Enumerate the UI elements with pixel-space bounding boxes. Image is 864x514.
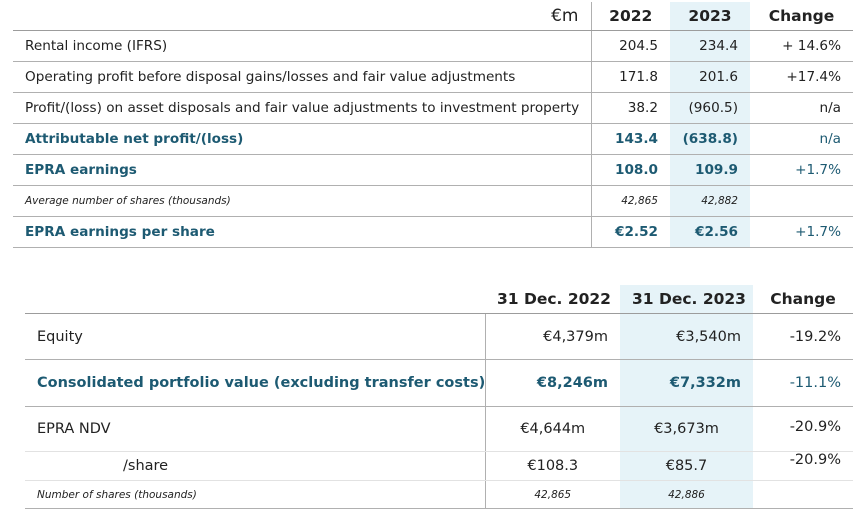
col-2022: 31 Dec. 2022 bbox=[485, 285, 620, 314]
value-2022: 143.4 bbox=[590, 123, 670, 155]
table-row: Equity €4,379m €3,540m -19.2% bbox=[25, 313, 853, 360]
value-change: -19.2% bbox=[753, 313, 853, 360]
value-2023: €3,540m bbox=[620, 313, 753, 360]
value-change: -11.1% bbox=[753, 359, 853, 407]
value-2023: 109.9 bbox=[670, 154, 750, 186]
value-2023: 42,882 bbox=[670, 185, 750, 217]
row-label: EPRA NDV bbox=[25, 406, 485, 452]
value-change: +1.7% bbox=[750, 216, 853, 248]
balance-table: 31 Dec. 2022 31 Dec. 2023 Change Equity … bbox=[25, 285, 853, 509]
row-label: Operating profit before disposal gains/l… bbox=[13, 61, 591, 93]
value-2023: €7,332m bbox=[620, 359, 753, 407]
table-row: EPRA earnings per share €2.52 €2.56 +1.7… bbox=[13, 216, 853, 248]
value-2023: 42,886 bbox=[620, 480, 753, 509]
value-2022: €4,644m bbox=[484, 406, 620, 452]
table-row: /share €108.3 €85.7 -20.9% bbox=[25, 451, 853, 481]
value-2022: 171.8 bbox=[590, 61, 670, 93]
value-change: n/a bbox=[750, 92, 853, 124]
row-label: Average number of shares (thousands) bbox=[13, 185, 591, 217]
value-change: +1.7% bbox=[750, 154, 853, 186]
value-change bbox=[753, 480, 853, 509]
header-row: 31 Dec. 2022 31 Dec. 2023 Change bbox=[25, 285, 853, 314]
table-row: Consolidated portfolio value (excluding … bbox=[25, 359, 853, 407]
row-label: Number of shares (thousands) bbox=[25, 480, 485, 509]
row-label: EPRA earnings bbox=[13, 154, 591, 186]
table-row: Number of shares (thousands) 42,865 42,8… bbox=[25, 480, 853, 509]
unit-label: €m bbox=[13, 2, 591, 31]
value-change: +17.4% bbox=[750, 61, 853, 93]
row-label: Equity bbox=[25, 313, 485, 360]
value-change: n/a bbox=[750, 123, 853, 155]
value-2022: 42,865 bbox=[590, 185, 670, 217]
value-2023: €3,673m bbox=[620, 406, 753, 452]
col-2022: 2022 bbox=[590, 2, 670, 31]
earnings-table: €m 2022 2023 Change Rental income (IFRS)… bbox=[13, 2, 853, 248]
col-change: Change bbox=[750, 2, 853, 31]
row-label: Consolidated portfolio value (excluding … bbox=[25, 359, 485, 407]
value-2023: €85.7 bbox=[620, 451, 753, 481]
value-2023: 234.4 bbox=[670, 30, 750, 62]
col-2023: 31 Dec. 2023 bbox=[620, 285, 753, 314]
row-label: EPRA earnings per share bbox=[13, 216, 591, 248]
header-row: €m 2022 2023 Change bbox=[13, 2, 853, 31]
value-2022: €8,246m bbox=[484, 359, 620, 407]
value-2022: 204.5 bbox=[590, 30, 670, 62]
value-change: + 14.6% bbox=[750, 30, 853, 62]
value-2022: 108.0 bbox=[590, 154, 670, 186]
row-label: /share bbox=[25, 451, 485, 481]
table-row: Average number of shares (thousands) 42,… bbox=[13, 185, 853, 217]
col-change: Change bbox=[753, 285, 853, 314]
value-2023: €2.56 bbox=[670, 216, 750, 248]
value-2022: 42,865 bbox=[484, 480, 620, 509]
table-row: Profit/(loss) on asset disposals and fai… bbox=[13, 92, 853, 124]
value-2022: €4,379m bbox=[484, 313, 620, 360]
value-2023: (960.5) bbox=[670, 92, 750, 124]
table-row: Operating profit before disposal gains/l… bbox=[13, 61, 853, 93]
value-2022: 38.2 bbox=[590, 92, 670, 124]
value-change: -20.9% bbox=[753, 451, 853, 481]
table-row: EPRA NDV €4,644m €3,673m -20.9% bbox=[25, 406, 853, 452]
value-change: -20.9% bbox=[753, 406, 853, 452]
value-change bbox=[750, 185, 853, 217]
row-label: Attributable net profit/(loss) bbox=[13, 123, 591, 155]
value-2023: (638.8) bbox=[670, 123, 750, 155]
row-label: Rental income (IFRS) bbox=[13, 30, 591, 62]
table-row: Attributable net profit/(loss) 143.4 (63… bbox=[13, 123, 853, 155]
row-label: Profit/(loss) on asset disposals and fai… bbox=[13, 92, 591, 124]
col-2023: 2023 bbox=[670, 2, 750, 31]
value-2022: €108.3 bbox=[484, 451, 620, 481]
table-row: Rental income (IFRS) 204.5 234.4 + 14.6% bbox=[13, 30, 853, 62]
header-blank bbox=[25, 285, 485, 314]
value-2023: 201.6 bbox=[670, 61, 750, 93]
table-row: EPRA earnings 108.0 109.9 +1.7% bbox=[13, 154, 853, 186]
value-2022: €2.52 bbox=[590, 216, 670, 248]
